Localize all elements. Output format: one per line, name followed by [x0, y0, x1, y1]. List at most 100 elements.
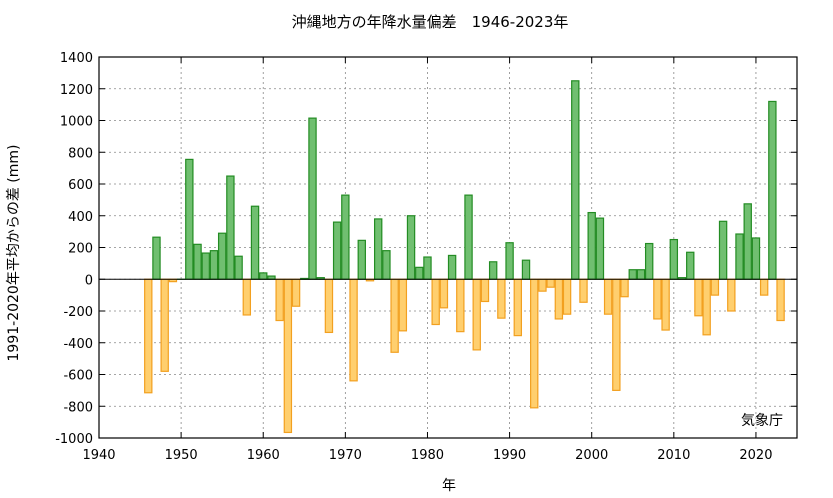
bar-1981: [431, 278, 440, 326]
bar-1972: [357, 239, 366, 280]
bar-2010: [669, 238, 679, 280]
y-axis-label: 1991-2020年平均からの差 (mm): [6, 145, 22, 362]
bar-1968: [324, 278, 334, 334]
bar-2020: [751, 237, 761, 280]
bar-1993: [530, 278, 539, 409]
x-tick-label: 1940: [82, 448, 115, 463]
bar-2018: [735, 233, 744, 280]
bar-1988: [488, 261, 498, 280]
bar-1982: [439, 278, 449, 309]
bar-1966: [308, 117, 317, 280]
x-tick-label: 2000: [575, 448, 608, 463]
axes: -1000 -800 -600 -400 -200 0 200 400 600 800 1000 12…: [55, 51, 798, 463]
bar-1946: [144, 278, 153, 394]
bar-1999: [579, 278, 588, 303]
bar-2008: [653, 278, 662, 320]
bar-2002: [603, 278, 613, 315]
bar-1986: [472, 278, 481, 351]
y-tick-label: 200: [68, 242, 93, 257]
y-tick-label: 400: [68, 210, 93, 225]
x-tick-label: 2020: [739, 448, 772, 463]
bar-1963: [283, 278, 293, 434]
bar-2016: [718, 220, 728, 280]
bar-2000: [587, 211, 596, 280]
bar-2017: [727, 278, 736, 312]
bar-1959: [250, 205, 260, 280]
bar-1948: [160, 278, 169, 372]
bar-2006: [636, 269, 646, 280]
bar-1992: [521, 259, 531, 280]
bar-2004: [620, 278, 629, 298]
bar-1954: [209, 250, 219, 280]
bar-1960: [259, 272, 268, 280]
bar-1975: [382, 250, 391, 280]
bar-2019: [743, 203, 752, 280]
bar-2001: [595, 217, 605, 280]
bar-1991: [513, 278, 523, 337]
x-tick-label: 1990: [493, 448, 526, 463]
y-tick-label: -800: [63, 400, 93, 415]
x-axis-label: 年: [442, 478, 456, 494]
bar-1947: [152, 236, 161, 280]
bar-1984: [456, 278, 465, 333]
y-tick-label: -200: [63, 305, 93, 320]
y-tick-label: -1000: [55, 432, 93, 447]
y-tick-label: 1200: [60, 83, 93, 98]
bar-2007: [644, 242, 654, 280]
y-tick-label: 800: [68, 146, 93, 161]
bars: [144, 80, 785, 434]
bar-2009: [661, 278, 670, 331]
x-tick-label: 1970: [329, 448, 362, 463]
y-tick-label: 1000: [60, 115, 93, 130]
x-tick-label: 1950: [165, 448, 198, 463]
x-tick-label: 1960: [247, 448, 280, 463]
bar-1955: [217, 232, 227, 280]
bar-1976: [390, 278, 399, 353]
bar-1987: [480, 278, 490, 303]
bar-1964: [291, 278, 301, 307]
bar-2014: [702, 278, 711, 336]
bar-2003: [612, 278, 621, 391]
bar-1977: [398, 278, 408, 332]
y-tick-label: 1400: [60, 51, 93, 66]
x-tick-label: 2010: [657, 448, 690, 463]
bar-1978: [406, 215, 416, 280]
bar-1983: [447, 254, 457, 280]
bar-2012: [686, 251, 695, 280]
plot-frame: [98, 56, 798, 439]
bar-1998: [571, 80, 580, 280]
bar-2015: [710, 278, 720, 296]
bar-1951: [185, 158, 194, 280]
bar-1989: [497, 278, 506, 319]
bar-2005: [628, 269, 637, 280]
bar-1957: [234, 255, 243, 280]
bar-1969: [332, 221, 342, 280]
credit-label: 気象庁: [741, 413, 783, 429]
bar-1980: [423, 256, 432, 280]
bar-2023: [776, 278, 785, 322]
y-tick-label: 0: [85, 273, 93, 288]
bar-2022: [768, 100, 777, 280]
bar-1990: [505, 242, 514, 280]
bar-1997: [562, 278, 572, 315]
bar-1952: [193, 243, 202, 280]
bar-1970: [341, 194, 350, 280]
bar-1974: [373, 218, 383, 280]
y-tick-label: -400: [63, 337, 93, 352]
bar-1953: [201, 252, 210, 280]
bar-1962: [275, 278, 284, 322]
bar-1995: [546, 278, 555, 288]
bar-1971: [349, 278, 358, 382]
bar-2021: [759, 278, 769, 296]
bar-1979: [415, 266, 424, 280]
grid-lines: [99, 57, 797, 438]
y-tick-label: 600: [68, 178, 93, 193]
bar-1985: [464, 194, 473, 280]
bar-1996: [554, 278, 564, 320]
bar-1956: [226, 175, 235, 280]
x-tick-label: 1980: [411, 448, 444, 463]
y-tick-label: -600: [63, 369, 93, 384]
bar-2013: [694, 278, 703, 317]
